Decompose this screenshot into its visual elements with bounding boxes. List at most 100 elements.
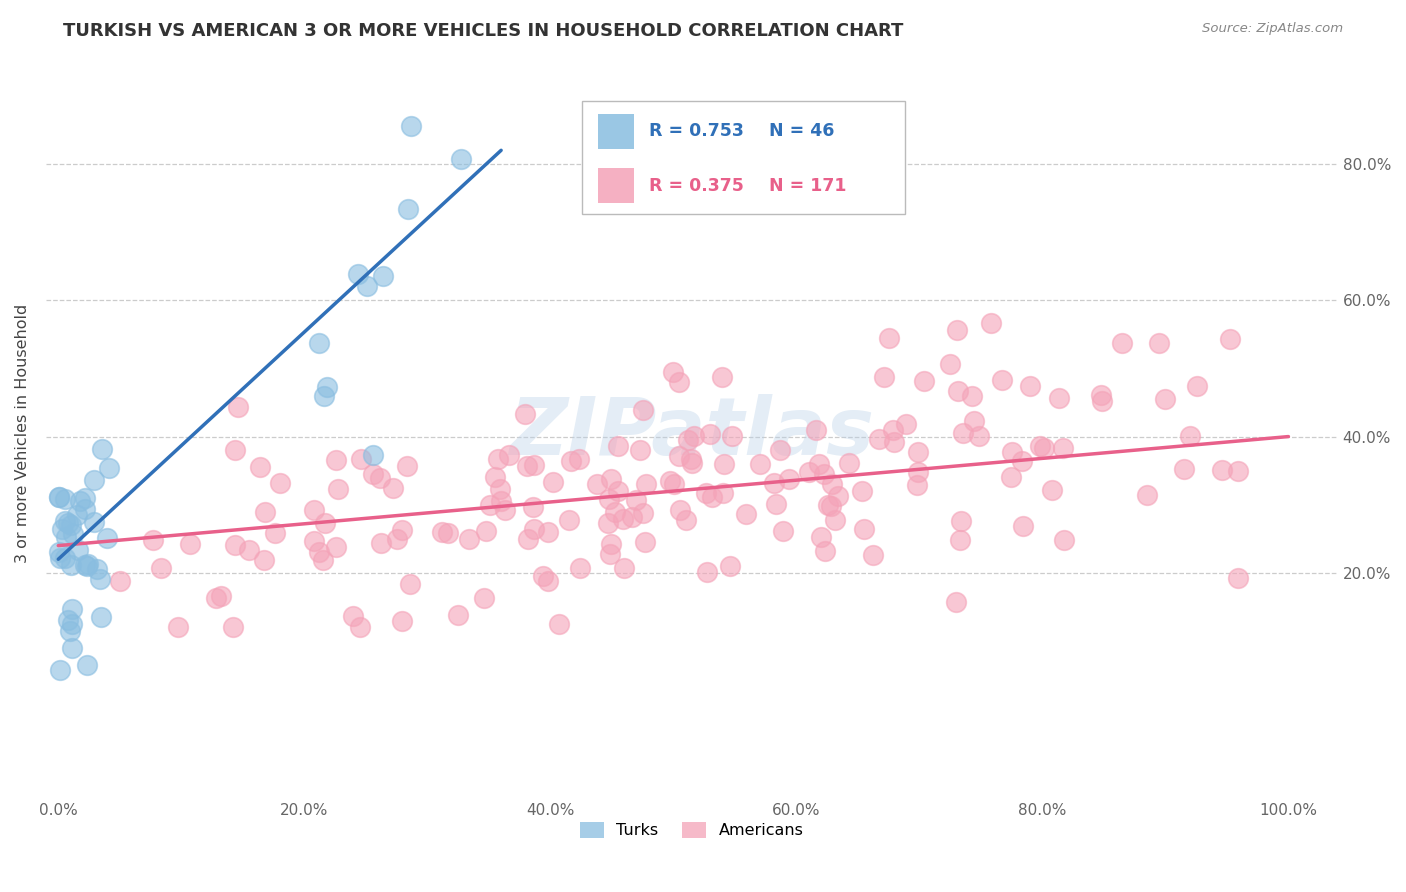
Text: TURKISH VS AMERICAN 3 OR MORE VEHICLES IN HOUSEHOLD CORRELATION CHART: TURKISH VS AMERICAN 3 OR MORE VEHICLES I… [63,22,904,40]
Point [949,514,972,528]
Point [316,380,339,394]
Point [62,526,84,541]
Point [711,370,734,384]
Point [48,663,70,677]
Point [804,423,827,437]
Point [952,425,974,440]
Point [325,540,347,554]
Point [1185,378,1208,392]
Bar [598,169,634,203]
Point [668,502,690,516]
Point [894,417,917,432]
Point [1091,393,1114,408]
Point [498,448,520,462]
Point [699,426,721,441]
Point [606,438,628,452]
Point [59,624,82,638]
Point [962,388,984,402]
Point [209,590,232,604]
Y-axis label: 3 or more Vehicles in Household: 3 or more Vehicles in Household [15,303,30,563]
Point [668,375,690,389]
Point [90,609,112,624]
Point [1053,533,1076,547]
Point [76,657,98,672]
Point [75,491,97,505]
Point [1090,388,1112,402]
Point [370,536,392,550]
Point [179,537,201,551]
Point [249,459,271,474]
Point [142,533,165,547]
Point [734,507,756,521]
Point [560,453,582,467]
Point [851,483,873,498]
Point [600,472,623,486]
Legend: Turks, Americans: Turks, Americans [574,815,810,845]
Point [48,490,70,504]
Point [97,461,120,475]
Point [60,558,83,573]
Point [1000,445,1022,459]
Point [541,475,564,490]
Point [949,533,972,547]
Bar [598,114,634,149]
Point [877,331,900,345]
Point [1227,570,1250,584]
Point [537,525,560,540]
Point [385,532,408,546]
Text: N = 171: N = 171 [769,177,846,195]
Point [73,558,96,572]
Point [447,607,470,622]
Point [382,481,405,495]
Point [634,476,657,491]
Point [969,429,991,443]
Point [620,509,643,524]
Point [1154,392,1177,407]
Point [391,523,413,537]
Point [399,577,422,591]
Point [547,617,569,632]
Point [73,501,96,516]
Point [167,620,190,634]
Point [1173,462,1195,476]
Point [60,640,83,655]
Point [350,451,373,466]
Point [1052,441,1074,455]
Point [820,499,842,513]
Point [110,574,132,588]
Point [96,531,118,545]
Point [53,491,76,506]
Point [51,522,73,536]
Point [436,526,458,541]
Point [361,448,384,462]
Point [852,522,875,536]
Point [633,506,655,520]
Point [1149,336,1171,351]
Point [430,525,453,540]
Point [718,558,741,573]
Point [676,433,699,447]
Point [634,535,657,549]
Point [963,414,986,428]
Point [813,544,835,558]
Point [302,533,325,548]
Point [862,548,884,562]
Point [516,458,538,473]
Point [515,408,537,422]
Point [356,279,378,293]
Point [683,429,706,443]
Point [675,513,697,527]
Point [606,483,628,498]
Point [749,457,772,471]
Point [612,512,634,526]
Point [531,568,554,582]
Point [314,516,336,530]
Point [475,524,498,538]
Point [765,497,787,511]
Point [868,432,890,446]
Point [253,505,276,519]
Point [150,560,173,574]
Point [346,267,368,281]
Point [598,491,620,506]
Point [83,515,105,529]
